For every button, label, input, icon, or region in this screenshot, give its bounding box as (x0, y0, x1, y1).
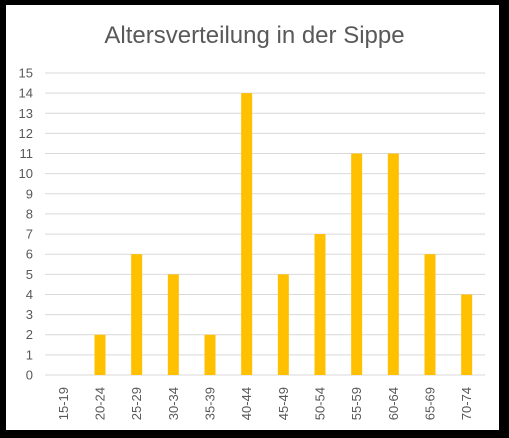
x-tick-label: 50-54 (313, 387, 328, 420)
y-tick-label: 5 (26, 267, 33, 282)
x-tick-label: 45-49 (276, 387, 291, 420)
y-tick-label: 15 (19, 66, 33, 81)
y-tick-label: 8 (26, 206, 33, 221)
chart-area (6, 5, 499, 430)
y-tick-label: 3 (26, 307, 33, 322)
bar-50-54 (314, 234, 326, 375)
y-tick-label: 9 (26, 186, 33, 201)
x-axis-tick-labels: 15-19 20-24 25-29 30-34 35-39 40-44 45-49 50-54… (56, 387, 474, 420)
bar-65-69 (424, 254, 436, 375)
bar-55-59 (351, 153, 363, 375)
y-tick-label: 4 (26, 287, 33, 302)
x-tick-label: 35-39 (203, 387, 218, 420)
bar-40-44 (241, 93, 253, 375)
y-tick-label: 10 (19, 166, 33, 181)
bar-70-74 (461, 294, 473, 375)
y-tick-label: 14 (19, 86, 33, 101)
y-tick-label: 6 (26, 247, 33, 262)
bars (94, 93, 473, 375)
x-tick-label: 30-34 (166, 387, 181, 420)
bar-45-49 (277, 274, 289, 375)
y-tick-label: 2 (26, 327, 33, 342)
bar-30-34 (167, 274, 179, 375)
x-tick-label: 15-19 (56, 387, 71, 420)
bar-25-29 (131, 254, 143, 375)
x-tick-label: 70-74 (459, 387, 474, 420)
x-tick-label: 40-44 (239, 387, 254, 420)
y-tick-label: 0 (26, 368, 33, 383)
y-tick-label: 1 (26, 347, 33, 362)
bar-60-64 (387, 153, 399, 375)
x-tick-label: 20-24 (93, 387, 108, 420)
y-tick-label: 7 (26, 227, 33, 242)
x-tick-label: 25-29 (129, 387, 144, 420)
y-tick-label: 11 (20, 146, 34, 161)
chart-title: Altersverteilung in der Sippe (104, 22, 405, 49)
bar-20-24 (94, 334, 106, 375)
x-tick-label: 65-69 (423, 387, 438, 420)
bar-35-39 (204, 334, 216, 375)
y-tick-label: 12 (19, 126, 33, 141)
x-tick-label: 55-59 (349, 387, 364, 420)
x-tick-label: 60-64 (386, 387, 401, 420)
y-tick-label: 13 (19, 106, 33, 121)
gridlines (45, 72, 485, 376)
